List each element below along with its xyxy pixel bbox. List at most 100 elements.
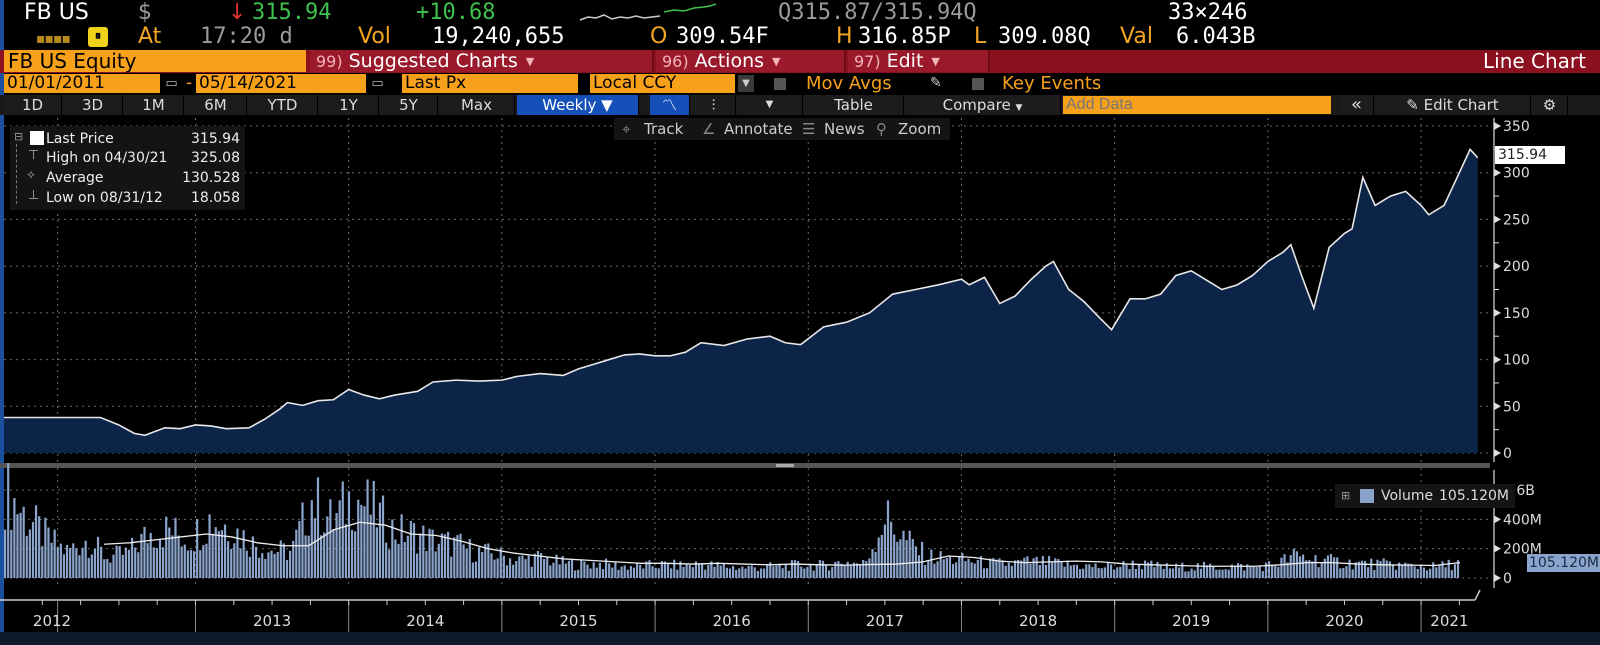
svg-text:50: 50	[1503, 399, 1521, 415]
pane-divider[interactable]	[0, 463, 1490, 468]
track-button[interactable]: Track	[644, 120, 684, 138]
start-date-input[interactable]: 01/01/2011	[4, 74, 160, 93]
expand-legend-icon[interactable]: ⊞	[1341, 489, 1351, 502]
bid-ask-quote: Q315.87/315.94Q	[778, 0, 977, 25]
line-chart-icon[interactable]: 〽	[650, 95, 690, 115]
average-label: Average	[46, 170, 104, 186]
compare-button[interactable]: Compare ▼	[905, 95, 1061, 115]
svg-text:100: 100	[1503, 353, 1530, 369]
mov-avgs-label[interactable]: Mov Avgs	[806, 73, 892, 94]
period-1y-button[interactable]: 1Y	[319, 95, 379, 115]
security-field[interactable]: FB US Equity	[4, 50, 306, 72]
low-label: Low on 08/31/12	[46, 190, 163, 206]
news-icon[interactable]: ☰	[802, 120, 816, 138]
down-arrow-icon: ↓	[228, 0, 247, 25]
suggested-charts-label: Suggested Charts	[348, 50, 518, 72]
svg-text:200: 200	[1503, 259, 1530, 275]
mov-avgs-checkbox[interactable]	[774, 78, 786, 90]
more-dots-icon[interactable]: ▪▪▪▪	[36, 31, 71, 47]
ticker-row: FB US $ ↓ 315.94 +10.68 Q315.87/315.94Q …	[0, 0, 1600, 26]
key-events-label[interactable]: Key Events	[1002, 73, 1102, 94]
x-axis-year-label: 2021	[1430, 612, 1469, 630]
svg-text:250: 250	[1503, 212, 1530, 228]
volume-label: Vol	[358, 24, 391, 49]
table-button[interactable]: Table	[804, 95, 904, 115]
period-1m-button[interactable]: 1M	[124, 95, 184, 115]
svg-text:150: 150	[1503, 306, 1530, 322]
edit-chart-button[interactable]: ✎ Edit Chart	[1375, 95, 1531, 115]
volume-moving-average	[103, 521, 1461, 567]
high-label: High on 04/30/21	[46, 150, 168, 166]
volume-bars	[4, 463, 1460, 578]
chart-type-label: Line Chart	[1483, 49, 1586, 73]
last-price-swatch	[30, 131, 44, 145]
collapse-button[interactable]: «	[1340, 95, 1374, 115]
currency-select[interactable]: Local CCY	[590, 74, 735, 93]
chevron-down-icon: ▼	[931, 54, 940, 68]
average-value: 130.528	[182, 170, 240, 186]
chart-style-dropdown-icon[interactable]: ▼	[737, 95, 803, 115]
chevron-down-icon: ▼	[525, 54, 535, 68]
period-5y-button[interactable]: 5Y	[380, 95, 438, 115]
pane-resize-handle[interactable]	[776, 464, 794, 467]
low-label: L	[974, 24, 987, 49]
zoom-icon[interactable]: ⚲	[876, 120, 887, 138]
quote-time: 17:20 d	[200, 24, 293, 49]
last-price-value: 315.94	[191, 131, 240, 147]
news-button[interactable]: News	[824, 120, 865, 138]
volume-value: 19,240,655	[432, 24, 565, 49]
high-value: 316.85P	[858, 24, 951, 49]
actions-button[interactable]: 96) Actions ▼	[656, 50, 846, 72]
traded-value: 6.043B	[1176, 24, 1256, 49]
svg-text:350: 350	[1503, 119, 1530, 135]
price-area	[4, 149, 1478, 453]
actions-label: Actions	[694, 50, 765, 72]
gear-icon[interactable]: ⚙	[1532, 95, 1568, 115]
edit-number: 97)	[854, 52, 881, 71]
svg-text:0: 0	[1503, 571, 1512, 587]
zoom-button[interactable]: Zoom	[898, 120, 942, 138]
volume-swatch	[1360, 489, 1374, 503]
date-range-row: 01/01/2011 ▭ - 05/14/2021 ▭ Last Px Loca…	[0, 74, 1600, 94]
period-6m-button[interactable]: 6M	[185, 95, 247, 115]
volume-legend: ⊞ Volume 105.120M	[1335, 484, 1515, 508]
low-marker-icon: ⊥	[28, 188, 40, 203]
suggested-charts-button[interactable]: 99) Suggested Charts ▼	[310, 50, 654, 72]
volume-gridlines	[4, 468, 1490, 588]
last-price-label: Last Price	[46, 131, 114, 147]
exchange-status-icon[interactable]: ⏸	[88, 27, 108, 47]
volume-legend-label: Volume	[1381, 488, 1434, 504]
currency-dropdown-icon[interactable]: ▼	[738, 75, 754, 92]
chevron-down-icon: ▼	[1015, 103, 1023, 113]
end-date-input[interactable]: 05/14/2021	[196, 74, 366, 93]
collapse-legend-icon[interactable]: ⊟	[14, 130, 24, 143]
quote-detail-row: ▪▪▪▪ ⏸ At 17:20 d Vol 19,240,655 O 309.5…	[0, 24, 1600, 50]
x-axis-year-label: 2015	[559, 612, 598, 630]
period-1d-button[interactable]: 1D	[4, 95, 62, 115]
x-axis-year-label: 2014	[406, 612, 445, 630]
edit-chart-label: Edit Chart	[1423, 96, 1499, 114]
chart-tools-bar: ⌖ Track ∠ Annotate ☰ News ⚲ Zoom	[614, 118, 950, 140]
calendar-icon[interactable]: ▭	[165, 76, 178, 91]
key-events-checkbox[interactable]	[972, 78, 984, 90]
last-price: 315.94	[252, 0, 332, 25]
chevron-down-icon: ▼	[772, 54, 781, 68]
calendar-icon[interactable]: ▭	[371, 76, 384, 91]
bar-chart-icon[interactable]: ⫶	[692, 95, 736, 115]
crosshair-icon[interactable]: ⌖	[622, 120, 631, 138]
x-axis-year-label: 2012	[32, 612, 72, 630]
field-select[interactable]: Last Px	[402, 74, 578, 93]
add-data-input[interactable]	[1063, 96, 1331, 114]
frequency-select[interactable]: Weekly ▼	[517, 95, 639, 115]
annotate-icon[interactable]: ∠	[702, 120, 716, 138]
annotate-button[interactable]: Annotate	[724, 120, 793, 138]
average-marker-icon: ✧	[26, 168, 37, 182]
current-volume-tag: 105.120M	[1527, 554, 1600, 572]
pencil-icon[interactable]: ✎	[930, 75, 942, 91]
period-3d-button[interactable]: 3D	[63, 95, 123, 115]
last-price-tag: 315.94	[1495, 146, 1565, 164]
edit-button[interactable]: 97) Edit ▼	[848, 50, 990, 72]
period-ytd-button[interactable]: YTD	[248, 95, 318, 115]
period-max-button[interactable]: Max	[439, 95, 515, 115]
